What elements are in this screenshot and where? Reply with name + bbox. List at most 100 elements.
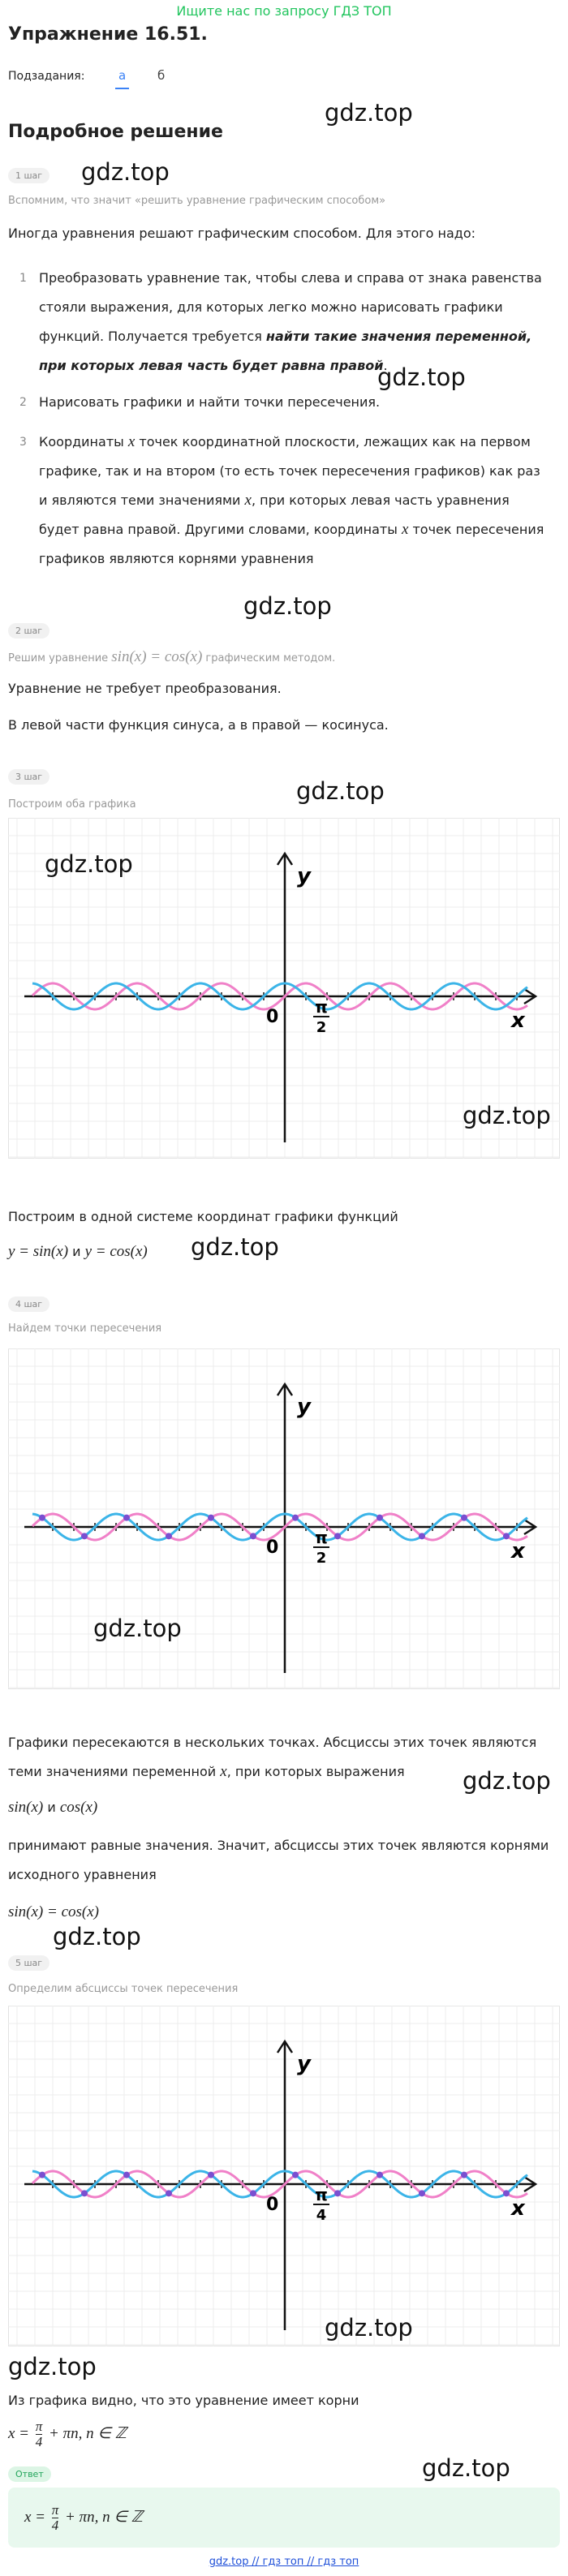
intersection-point — [166, 1533, 172, 1540]
intersection-point — [292, 1514, 299, 1521]
formula: sin(x) = cos(x) — [8, 1898, 552, 1927]
text: Найдем точки пересечения — [8, 1322, 162, 1335]
watermark: gdz.top — [53, 1923, 141, 1950]
intersection-point — [81, 1533, 88, 1540]
text: Преобразовать уравнение так, чтобы слева… — [39, 270, 542, 344]
frac-den: 4 — [51, 2518, 59, 2533]
sine-curve — [31, 1512, 528, 1542]
em: найти такие значения переменной, при кот… — [39, 329, 532, 373]
watermark: gdz.top — [81, 158, 170, 186]
math: sin(x) = cos(x) — [111, 648, 203, 665]
watermark: gdz.top — [463, 1102, 551, 1129]
list-item: Преобразовать уравнение так, чтобы слева… — [39, 264, 550, 381]
subtasks-label: Подзадания: — [8, 70, 85, 83]
graph: y x 0 π 4 — [8, 2006, 560, 2346]
tick-denominator: 4 — [316, 2207, 327, 2224]
math: x = — [24, 2509, 49, 2526]
intersection-point — [334, 2190, 341, 2197]
watermark: gdz.top — [325, 2314, 413, 2342]
math: x — [401, 521, 409, 538]
step-badge: 4 шаг — [8, 1297, 50, 1312]
x-arrow — [523, 2175, 538, 2193]
text: Нарисовать графики и найти точки пересеч… — [39, 394, 381, 410]
paragraph: В левой части функция синуса, а в правой… — [8, 717, 389, 733]
tick-numerator: π — [315, 2185, 328, 2204]
paragraph: Графики пересекаются в нескольких точках… — [8, 1728, 552, 1787]
x-arrow — [523, 987, 538, 1005]
intersection-point — [166, 2190, 172, 2197]
tab[interactable]: а — [115, 68, 130, 89]
y-axis-label: y — [297, 2052, 312, 2076]
origin-label: 0 — [266, 1007, 278, 1027]
intersection-point — [377, 2171, 383, 2178]
y-arrow — [276, 1382, 294, 1396]
footer-links[interactable]: gdz.top // гдз топ // гдз топ — [209, 2556, 359, 2568]
banner[interactable]: Ищите нас по запросу ГДЗ ТОП — [176, 3, 392, 19]
cosine-curve — [32, 2170, 528, 2199]
text: Графики пересекаются в нескольких точках… — [8, 1735, 537, 1779]
list-item: Нарисовать графики и найти точки пересеч… — [39, 388, 550, 417]
text: , при которых выражения — [226, 1764, 405, 1779]
formula: y = sin(x) и y = cos(x) — [8, 1237, 552, 1266]
formula: sin(x) и cos(x) — [8, 1793, 552, 1822]
frac-den: 4 — [35, 2434, 43, 2449]
y-axis-label: y — [297, 1395, 312, 1419]
watermark: gdz.top — [45, 850, 133, 878]
intersection-point — [39, 1514, 45, 1521]
x-axis-label: x — [510, 2196, 526, 2221]
step-subtitle: Решим уравнение sin(x) = cos(x) графичес… — [8, 649, 552, 667]
math: sin(x) — [8, 1799, 44, 1816]
step-subtitle: Найдем точки пересечения — [8, 1321, 552, 1337]
intersection-point — [461, 1514, 467, 1521]
intersection-point — [39, 2171, 45, 2178]
watermark: gdz.top — [422, 2454, 510, 2482]
intersection-point — [208, 2171, 214, 2178]
text: Определим абсциссы точек пересечения — [8, 1983, 239, 1995]
intersection-point — [123, 2171, 130, 2178]
intersection-point — [377, 1514, 383, 1521]
list-item: Координаты x точек координатной плоскост… — [39, 428, 550, 574]
tick-denominator: 2 — [316, 1019, 327, 1036]
frac-num: π — [51, 2502, 59, 2518]
text: , при которых левая часть уравнения буде… — [39, 492, 510, 537]
tab[interactable]: б — [157, 68, 166, 83]
intersection-point — [419, 1533, 425, 1540]
watermark: gdz.top — [243, 592, 332, 620]
step-badge: 5 шаг — [8, 1955, 50, 1971]
step-subtitle: Вспомним, что значит «решить уравнение г… — [8, 193, 552, 209]
text: Построим оба графика — [8, 798, 136, 811]
paragraph: Иногда уравнения решают графическим спос… — [8, 226, 476, 241]
cosine-curve — [32, 1512, 528, 1542]
watermark: gdz.top — [325, 99, 413, 127]
math: x = — [8, 2425, 33, 2442]
graph: y x 0 π 2 — [8, 818, 560, 1159]
intersection-point — [334, 1533, 341, 1540]
x-arrow — [523, 1518, 538, 1536]
step-badge: 2 шаг — [8, 623, 50, 639]
list-number: 2 — [19, 396, 27, 409]
text: точек пересечения графиков являются корн… — [39, 522, 544, 566]
watermark: gdz.top — [296, 777, 385, 805]
intersection-point — [250, 1533, 256, 1540]
section-title: Подробное решение — [8, 122, 223, 142]
y-axis-label: y — [297, 864, 312, 888]
math: + πn, n ∈ ℤ — [61, 2509, 143, 2526]
title: Упражнение 16.51. — [8, 24, 208, 45]
frac-num: π — [35, 2419, 43, 2435]
watermark: gdz.top — [463, 1767, 551, 1795]
intersection-point — [123, 1514, 130, 1521]
watermark: gdz.top — [377, 363, 466, 391]
paragraph: Из графика видно, что это уравнение имее… — [8, 2393, 359, 2408]
intersection-point — [292, 2171, 299, 2178]
watermark: gdz.top — [191, 1233, 279, 1261]
intersection-point — [250, 2190, 256, 2197]
x-axis-label: x — [510, 1539, 526, 1563]
math: x — [220, 1763, 227, 1780]
tick-denominator: 2 — [316, 1550, 327, 1567]
watermark: gdz.top — [8, 2353, 97, 2380]
answer-badge: Ответ — [8, 2466, 51, 2482]
